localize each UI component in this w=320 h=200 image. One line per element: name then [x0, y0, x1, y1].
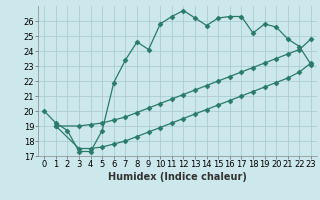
X-axis label: Humidex (Indice chaleur): Humidex (Indice chaleur)	[108, 172, 247, 182]
